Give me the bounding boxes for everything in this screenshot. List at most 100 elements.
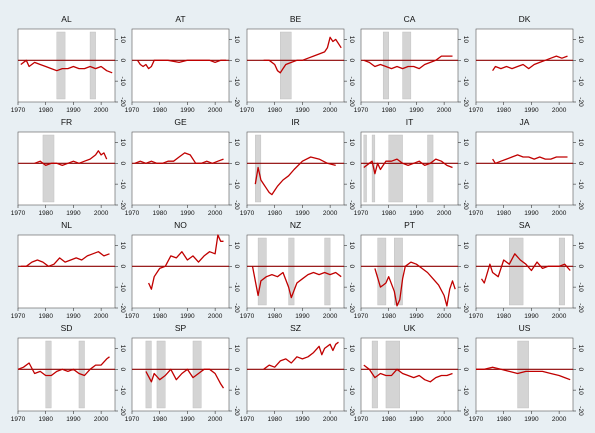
x-tick-label: 1970 bbox=[469, 313, 484, 320]
x-tick-label: 1970 bbox=[11, 107, 26, 114]
x-tick-label: 1970 bbox=[469, 107, 484, 114]
y-tick-label: 0 bbox=[119, 161, 126, 165]
y-tick-label: -10 bbox=[233, 385, 240, 395]
x-tick-label: 1990 bbox=[524, 107, 539, 114]
x-tick-label: 1970 bbox=[11, 210, 26, 217]
y-tick-label: -20 bbox=[233, 97, 240, 107]
x-tick-label: 2000 bbox=[552, 313, 567, 320]
x-tick-label: 2000 bbox=[94, 313, 109, 320]
x-tick-label: 2000 bbox=[552, 107, 567, 114]
y-tick-label: -10 bbox=[577, 282, 584, 292]
data-line bbox=[263, 341, 339, 370]
x-tick-label: 1980 bbox=[152, 107, 167, 114]
x-tick-label: 1990 bbox=[409, 107, 424, 114]
panel-frame bbox=[360, 234, 459, 309]
shaded-period bbox=[324, 237, 331, 306]
data-line bbox=[480, 253, 571, 284]
y-tick-label: 10 bbox=[348, 242, 355, 250]
panel-title: SZ bbox=[290, 323, 301, 333]
panel-title: AT bbox=[175, 14, 185, 24]
data-line bbox=[148, 234, 224, 290]
x-tick-label: 1970 bbox=[125, 313, 140, 320]
y-tick-label: 0 bbox=[462, 367, 469, 371]
y-tick-label: 10 bbox=[119, 36, 126, 44]
panel-frame bbox=[246, 337, 345, 412]
y-tick-label: -20 bbox=[462, 200, 469, 210]
x-tick-label: 2000 bbox=[94, 210, 109, 217]
y-tick-label: -10 bbox=[119, 76, 126, 86]
x-tick-label: 1990 bbox=[524, 313, 539, 320]
panel-frame bbox=[17, 131, 116, 206]
panel-sd: SD 1970 1980 1990 2000 -20 -10 0 10 bbox=[11, 323, 126, 423]
y-tick-label: -10 bbox=[462, 76, 469, 86]
y-tick-label: 10 bbox=[577, 36, 584, 44]
panel-fr: FR 1970 1980 1990 2000 -20 -10 0 10 bbox=[11, 117, 126, 217]
x-tick-label: 1970 bbox=[240, 210, 255, 217]
x-tick-label: 1970 bbox=[240, 313, 255, 320]
data-line bbox=[263, 36, 342, 74]
x-tick-label: 2000 bbox=[323, 313, 338, 320]
panel-title: CA bbox=[404, 14, 416, 24]
panel-sa: SA 1970 1980 1990 2000 -20 -10 0 10 bbox=[469, 220, 584, 320]
panel-frame bbox=[475, 234, 574, 309]
y-tick-label: -10 bbox=[119, 282, 126, 292]
y-tick-label: -10 bbox=[348, 282, 355, 292]
y-tick-label: 10 bbox=[462, 36, 469, 44]
x-tick-label: 1990 bbox=[524, 210, 539, 217]
y-tick-label: 10 bbox=[462, 345, 469, 353]
x-tick-label: 1970 bbox=[125, 416, 140, 423]
x-tick-label: 1980 bbox=[38, 416, 53, 423]
y-tick-label: 0 bbox=[348, 161, 355, 165]
x-tick-label: 2000 bbox=[437, 313, 452, 320]
panel-frame bbox=[475, 131, 574, 206]
y-tick-label: 0 bbox=[348, 367, 355, 371]
y-tick-label: -10 bbox=[577, 76, 584, 86]
shaded-period bbox=[288, 237, 295, 306]
shaded-period bbox=[427, 134, 434, 203]
panel-title: AL bbox=[61, 14, 72, 24]
y-tick-label: 0 bbox=[348, 264, 355, 268]
y-tick-label: -10 bbox=[119, 179, 126, 189]
y-tick-label: 10 bbox=[348, 139, 355, 147]
x-tick-label: 1980 bbox=[496, 416, 511, 423]
x-tick-label: 1980 bbox=[38, 313, 53, 320]
panel-frame bbox=[131, 131, 230, 206]
y-tick-label: -20 bbox=[462, 303, 469, 313]
x-tick-label: 1990 bbox=[295, 313, 310, 320]
shaded-period bbox=[363, 134, 367, 203]
x-tick-label: 1980 bbox=[152, 313, 167, 320]
x-tick-label: 1980 bbox=[496, 210, 511, 217]
panel-dk: DK 1970 1980 1990 2000 -20 -10 0 10 bbox=[469, 14, 584, 114]
x-tick-label: 1980 bbox=[38, 210, 53, 217]
x-tick-label: 1980 bbox=[267, 416, 282, 423]
x-tick-label: 1970 bbox=[354, 107, 369, 114]
shaded-period bbox=[42, 134, 55, 203]
x-tick-label: 1990 bbox=[66, 416, 81, 423]
x-tick-label: 1970 bbox=[125, 107, 140, 114]
x-tick-label: 1990 bbox=[409, 210, 424, 217]
y-tick-label: 10 bbox=[233, 36, 240, 44]
panel-no: NO 1970 1980 1990 2000 -20 -10 0 10 bbox=[125, 220, 240, 320]
panel-ge: GE 1970 1980 1990 2000 -20 -10 0 10 bbox=[125, 117, 240, 217]
x-tick-label: 1980 bbox=[152, 210, 167, 217]
shaded-period bbox=[394, 237, 403, 306]
x-tick-label: 1970 bbox=[11, 313, 26, 320]
x-tick-label: 1990 bbox=[66, 107, 81, 114]
y-tick-label: -20 bbox=[119, 97, 126, 107]
panel-title: BE bbox=[290, 14, 302, 24]
shaded-period bbox=[89, 31, 96, 100]
x-tick-label: 2000 bbox=[208, 107, 223, 114]
panel-title: NZ bbox=[290, 220, 301, 230]
panel-title: DK bbox=[519, 14, 531, 24]
x-tick-label: 1990 bbox=[524, 416, 539, 423]
y-tick-label: -20 bbox=[348, 97, 355, 107]
y-tick-label: -20 bbox=[577, 406, 584, 416]
y-tick-label: -20 bbox=[462, 406, 469, 416]
panel-title: PT bbox=[404, 220, 415, 230]
data-line bbox=[492, 154, 568, 164]
y-tick-label: 0 bbox=[119, 58, 126, 62]
y-tick-label: -20 bbox=[233, 406, 240, 416]
x-tick-label: 1980 bbox=[496, 313, 511, 320]
y-tick-label: -20 bbox=[348, 200, 355, 210]
